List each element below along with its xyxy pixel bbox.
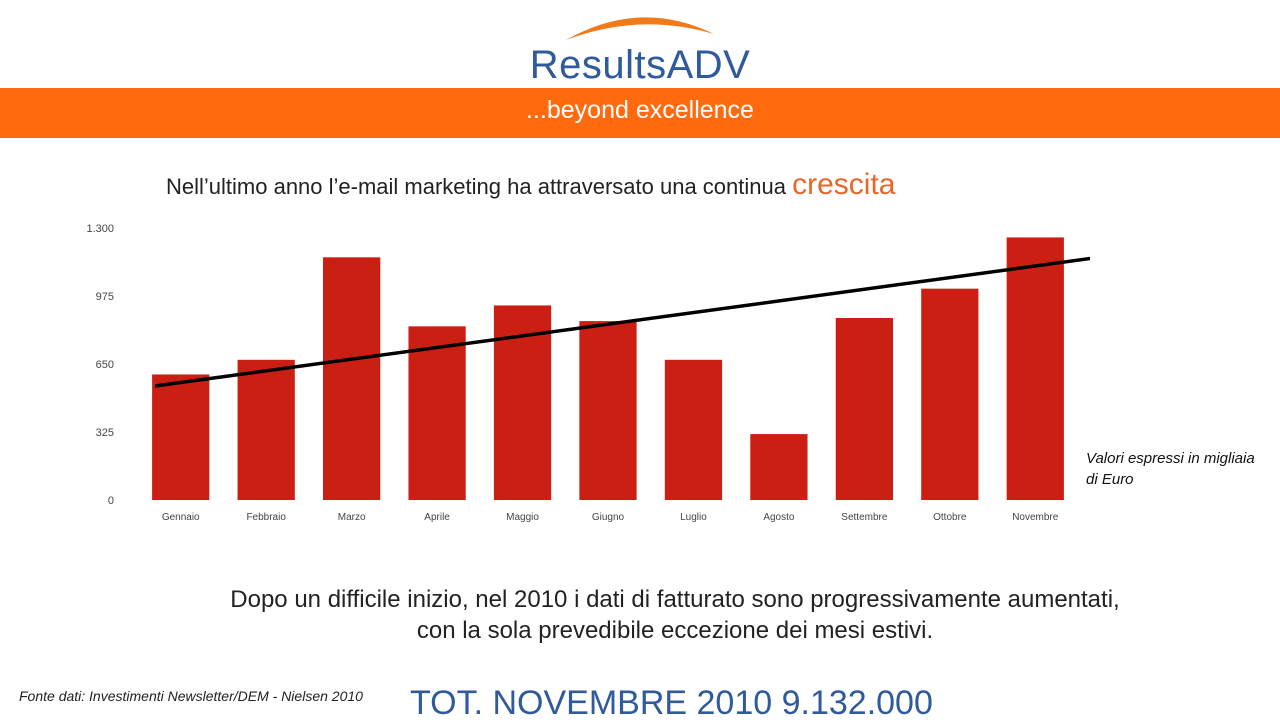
y-tick-label: 0: [108, 495, 114, 507]
headline: Nell’ultimo anno l’e-mail marketing ha a…: [166, 168, 895, 202]
bar: [237, 359, 295, 500]
x-tick-label: Gennaio: [162, 512, 200, 523]
x-tick-label: Settembre: [841, 512, 888, 523]
source-note: Fonte dati: Investimenti Newsletter/DEM …: [19, 688, 363, 704]
y-tick-label: 325: [96, 427, 114, 439]
tagline-band: [0, 88, 1280, 138]
bar: [750, 434, 808, 500]
bar: [579, 321, 637, 500]
x-tick-label: Luglio: [680, 512, 707, 523]
bar: [408, 326, 466, 500]
x-tick-label: Febbraio: [246, 512, 286, 523]
x-tick-label: Giugno: [592, 512, 625, 523]
units-note: Valori espressi in migliaia di Euro: [1086, 450, 1255, 488]
header: ResultsADV: [0, 0, 1280, 140]
trend-line: [154, 256, 1090, 388]
y-tick-label: 975: [96, 291, 114, 303]
x-tick-label: Novembre: [1012, 512, 1059, 523]
summary-line-2: con la sola prevedibile eccezione dei me…: [416, 617, 934, 644]
logo-arc-icon: [566, 17, 714, 40]
y-tick-label: 650: [96, 359, 114, 371]
tagline: ...beyond excellence: [526, 96, 754, 124]
summary-line-1: Dopo un difficile inizio, nel 2010 i dat…: [230, 586, 1120, 613]
bar: [835, 317, 893, 500]
x-tick-label: Aprile: [424, 512, 450, 523]
brand-logo: ResultsADV: [529, 43, 751, 87]
bar: [921, 288, 979, 500]
bar: [1006, 237, 1064, 500]
revenue-chart: 0 325 650 975 1.300 Gennaio Febbraio Marzo April…: [86, 223, 1090, 523]
headline-accent: crescita: [792, 168, 896, 201]
summary: Dopo un difficile inizio, nel 2010 i dat…: [180, 584, 1170, 646]
headline-text: Nell’ultimo anno l’e-mail marketing ha a…: [166, 174, 793, 199]
bar: [664, 359, 723, 500]
total-value: TOT. NOVEMBRE 2010 9.132.000: [410, 684, 933, 722]
bar: [152, 374, 210, 500]
x-tick-label: Ottobre: [933, 512, 967, 523]
x-tick-label: Marzo: [338, 512, 366, 523]
x-tick-label: Maggio: [506, 512, 539, 523]
x-tick-label: Agosto: [763, 512, 795, 523]
y-tick-label: 1.300: [86, 223, 114, 235]
bar: [323, 257, 381, 500]
